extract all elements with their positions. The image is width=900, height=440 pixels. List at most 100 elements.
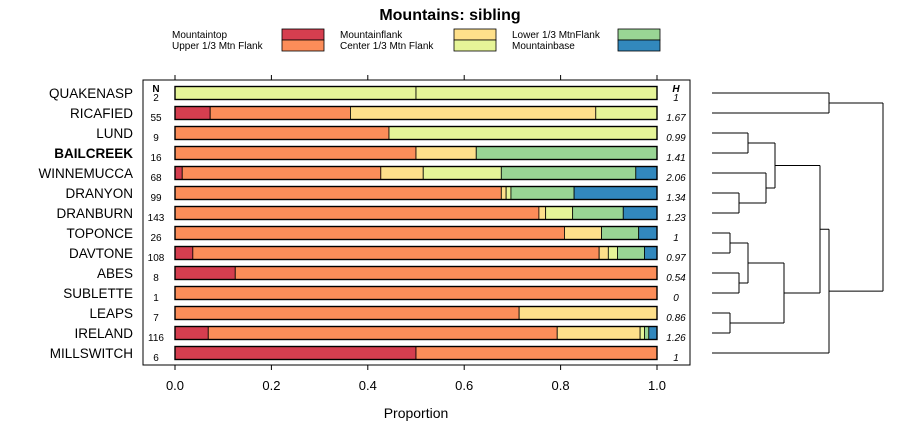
legend-label-mountaintop: Mountaintop bbox=[172, 30, 227, 41]
bar-segment-davtone-4 bbox=[617, 246, 645, 260]
bar-segment-dranburn-4 bbox=[572, 206, 624, 220]
legend-swatch-mountaintop bbox=[281, 28, 325, 41]
h-value-quakenasp: 1 bbox=[673, 93, 679, 104]
bar-segment-dranburn-3 bbox=[545, 206, 574, 220]
n-value-abes: 8 bbox=[153, 273, 159, 284]
h-value-ricafied: 1.67 bbox=[666, 113, 686, 124]
x-tick-label: 1.0 bbox=[648, 378, 666, 393]
bar-outline-toponce bbox=[174, 225, 658, 241]
bar-segment-dranburn-1 bbox=[174, 206, 540, 220]
bar-segment-winnemucca-3 bbox=[422, 166, 502, 180]
legend-swatch-lower-1-3-mtnflank bbox=[617, 28, 661, 41]
n-value-dranyon: 99 bbox=[150, 193, 162, 204]
n-value-sublette: 1 bbox=[153, 293, 159, 304]
bar-outline-leaps bbox=[174, 305, 658, 321]
row-label-bailcreek: BAILCREEK bbox=[54, 146, 133, 161]
bar-segment-abes-0 bbox=[174, 266, 236, 280]
row-label-lund: LUND bbox=[96, 126, 133, 141]
dendrogram-merge bbox=[712, 192, 740, 214]
bar-segment-dranburn-5 bbox=[622, 206, 658, 220]
n-value-ricafied: 55 bbox=[150, 113, 162, 124]
row-label-winnemucca: WINNEMUCCA bbox=[39, 166, 134, 181]
bar-segment-ricafied-3 bbox=[595, 106, 658, 120]
bar-segment-quakenasp-3 bbox=[174, 86, 417, 100]
legend-label-mountainbase: Mountainbase bbox=[512, 41, 575, 52]
bar-outline-ricafied bbox=[174, 105, 658, 121]
row-label-toponce: TOPONCE bbox=[66, 226, 133, 241]
n-value-quakenasp: 2 bbox=[153, 93, 159, 104]
legend-label-upper-1-3-mtn-flank: Upper 1/3 Mtn Flank bbox=[172, 41, 264, 52]
h-value-sublette: 0 bbox=[673, 293, 679, 304]
row-label-dranburn: DRANBURN bbox=[56, 206, 133, 221]
n-value-bailcreek: 16 bbox=[150, 153, 162, 164]
n-value-winnemucca: 68 bbox=[150, 173, 162, 184]
bar-outline-dranburn bbox=[174, 205, 658, 221]
bar-segment-dranyon-1 bbox=[174, 186, 502, 200]
bar-segment-winnemucca-2 bbox=[380, 166, 424, 180]
bar-segment-winnemucca-0 bbox=[174, 166, 183, 180]
row-label-quakenasp: QUAKENASP bbox=[49, 86, 133, 101]
n-value-millswitch: 6 bbox=[153, 353, 159, 364]
bar-segment-toponce-2 bbox=[564, 226, 602, 240]
x-axis: 0.0 0.2 0.4 0.6 0.8 1.0 bbox=[166, 75, 666, 393]
plot-area: QUAKENASP 2 1 RICAFIED 55 1.67 LUND 9 0.99 BAILCR… bbox=[39, 79, 691, 366]
bar-outline-winnemucca bbox=[174, 165, 658, 181]
row-label-millswitch: MILLSWITCH bbox=[50, 346, 133, 361]
bar-segment-sublette-1 bbox=[174, 286, 658, 300]
bar-segment-davtone-2 bbox=[598, 246, 609, 260]
bar-segment-ricafied-0 bbox=[174, 106, 211, 120]
legend-label-lower-1-3-mtnflank: Lower 1/3 MtnFlank bbox=[512, 30, 601, 41]
bar-segment-leaps-1 bbox=[174, 306, 520, 320]
h-column-header: H bbox=[672, 84, 680, 95]
bar-outline-dranyon bbox=[174, 185, 658, 201]
legend-swatch-center-1-3-mtn-flank bbox=[453, 39, 497, 52]
bar-segment-ireland-1 bbox=[207, 326, 558, 340]
bar-outline-millswitch bbox=[174, 345, 658, 361]
bar-segment-ireland-5 bbox=[648, 326, 658, 340]
n-value-leaps: 7 bbox=[153, 313, 159, 324]
h-value-millswitch: 1 bbox=[673, 353, 679, 364]
bar-segment-dranyon-4 bbox=[510, 186, 575, 200]
h-value-dranburn: 1.23 bbox=[666, 213, 686, 224]
bar-segment-dranburn-2 bbox=[538, 206, 547, 220]
bar-segment-quakenasp-6 bbox=[415, 86, 658, 100]
legend-swatch-mountainbase bbox=[617, 39, 661, 52]
bar-segment-davtone-3 bbox=[607, 246, 618, 260]
bar-segment-toponce-1 bbox=[174, 226, 565, 240]
h-value-winnemucca: 2.06 bbox=[665, 173, 686, 184]
bar-segment-ricafied-2 bbox=[350, 106, 597, 120]
bar-segment-davtone-5 bbox=[644, 246, 658, 260]
row-label-davtone: DAVTONE bbox=[69, 246, 133, 261]
row-label-abes: ABES bbox=[97, 266, 133, 281]
legend-label-center-1-3-mtn-flank: Center 1/3 Mtn Flank bbox=[340, 41, 434, 52]
bar-segment-toponce-4 bbox=[601, 226, 640, 240]
dendrogram-merge bbox=[775, 165, 821, 294]
n-value-dranburn: 143 bbox=[148, 213, 165, 224]
bar-segment-dranyon-2 bbox=[500, 186, 507, 200]
bar-outline-davtone bbox=[174, 245, 658, 261]
legend-label-mountainflank: Mountainflank bbox=[340, 30, 403, 41]
dendrogram bbox=[712, 92, 884, 354]
h-value-dranyon: 1.34 bbox=[666, 193, 686, 204]
plot-frame bbox=[142, 79, 691, 366]
bar-segment-millswitch-1 bbox=[415, 346, 658, 360]
dendrogram-merge bbox=[829, 102, 884, 292]
h-value-ireland: 1.26 bbox=[666, 333, 686, 344]
bar-outline-bailcreek bbox=[174, 145, 658, 161]
x-tick-label: 0.0 bbox=[166, 378, 184, 393]
bar-segment-ricafied-1 bbox=[209, 106, 351, 120]
bar-outline-lund bbox=[174, 125, 658, 141]
x-tick-label: 0.8 bbox=[552, 378, 570, 393]
bar-segment-winnemucca-4 bbox=[500, 166, 637, 180]
bar-segment-bailcreek-1 bbox=[174, 146, 417, 160]
n-value-lund: 9 bbox=[153, 133, 159, 144]
dendrogram-merge bbox=[712, 272, 740, 294]
n-value-davtone: 108 bbox=[148, 253, 165, 264]
bar-segment-ireland-4 bbox=[644, 326, 650, 340]
x-axis-title: Proportion bbox=[384, 405, 449, 421]
legend-swatch-mountainflank bbox=[453, 28, 497, 41]
chart-title: Mountains: sibling bbox=[379, 7, 520, 24]
bar-segment-toponce-5 bbox=[638, 226, 658, 240]
bar-segment-lund-1 bbox=[174, 126, 390, 140]
